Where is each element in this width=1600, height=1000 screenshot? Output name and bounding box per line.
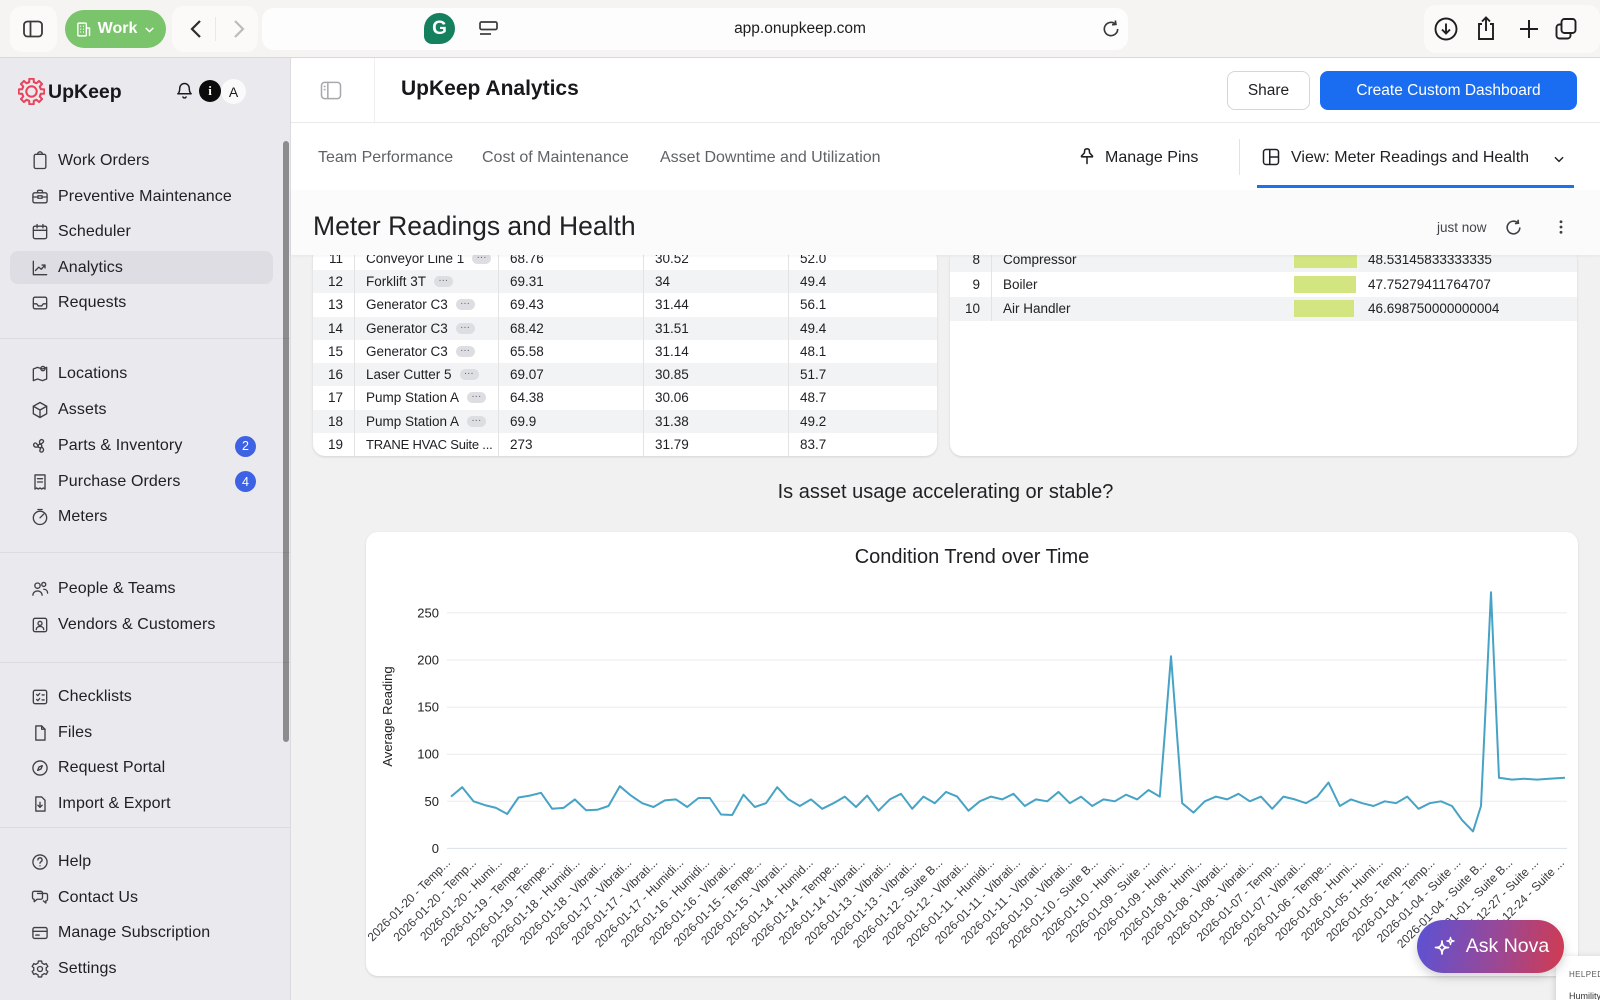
svg-text:100: 100: [417, 747, 439, 762]
svg-text:150: 150: [417, 700, 439, 715]
svg-text:0: 0: [432, 841, 439, 856]
svg-text:200: 200: [417, 653, 439, 668]
svg-text:250: 250: [417, 605, 439, 620]
svg-text:50: 50: [425, 794, 439, 809]
svg-text:Average Reading: Average Reading: [380, 666, 395, 766]
